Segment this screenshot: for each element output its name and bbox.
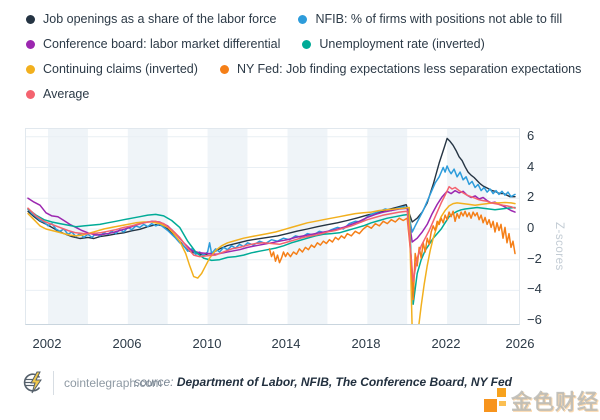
y-tick-label: 4 [527,159,535,174]
x-tick-label: 2006 [112,336,142,351]
legend-label: Continuing claims (inverted) [43,62,198,76]
y-tick-label: 2 [527,189,535,204]
y-tick-label: −6 [527,312,542,327]
legend-row: Conference board: labor market different… [26,35,596,53]
legend-marker-icon [298,14,308,24]
legend-marker-icon [26,39,35,49]
source-text: Department of Labor, NFIB, The Conferenc… [176,375,512,389]
watermark-text: 金色财经 [511,391,599,414]
cointelegraph-logo-icon [23,371,42,394]
x-tick-label: 2026 [505,336,535,351]
legend-label: Unemployment rate (inverted) [319,37,485,51]
legend-item-2[interactable]: Conference board: labor market different… [26,35,280,53]
jinse-watermark-icon [484,388,506,412]
legend-item-1[interactable]: NFIB: % of firms with positions not able… [298,10,562,28]
y-axis-title: Z-scores [553,222,565,271]
legend-item-6[interactable]: Average [26,85,89,103]
x-axis-ticks: 2002 2006 2010 2014 2018 2022 2026 [25,336,535,352]
y-tick-label: −2 [527,251,542,266]
x-tick-label: 2018 [351,336,381,351]
legend-label: NFIB: % of firms with positions not able… [315,12,563,26]
source-prefix: source: [134,375,174,389]
x-tick-label: 2022 [431,336,461,351]
legend-label: Average [43,87,90,101]
y-tick-label: 0 [527,220,535,235]
x-tick-label: 2014 [271,336,301,351]
chart-legend: Job openings as a share of the labor for… [26,10,596,103]
legend-marker-icon [26,64,35,74]
source-line: source: Department of Labor, NFIB, The C… [134,375,512,389]
legend-label: NY Fed: Job finding expectations less se… [236,62,582,76]
y-tick-label: −4 [527,281,542,296]
y-tick-label: 6 [527,128,535,143]
plot-area[interactable] [25,128,520,325]
x-tick-label: 2002 [32,336,62,351]
legend-item-3[interactable]: Unemployment rate (inverted) [302,35,485,53]
legend-item-5[interactable]: NY Fed: Job finding expectations less se… [219,60,582,78]
legend-item-4[interactable]: Continuing claims (inverted) [26,60,198,78]
legend-marker-icon [302,39,312,49]
legend-row: Job openings as a share of the labor for… [26,10,596,28]
legend-item-0[interactable]: Job openings as a share of the labor for… [26,10,276,28]
x-tick-label: 2010 [192,336,222,351]
legend-row: Continuing claims (inverted) NY Fed: Job … [26,60,596,78]
brand-label: cointelegraph.com [64,376,163,390]
legend-marker-icon [26,14,35,24]
legend-marker-icon [219,64,229,74]
legend-marker-icon [26,89,35,99]
footer-divider [53,371,54,395]
legend-label: Conference board: labor market different… [43,37,281,51]
line-chart [26,129,519,324]
legend-row: Average [26,85,596,103]
legend-label: Job openings as a share of the labor for… [43,12,277,26]
